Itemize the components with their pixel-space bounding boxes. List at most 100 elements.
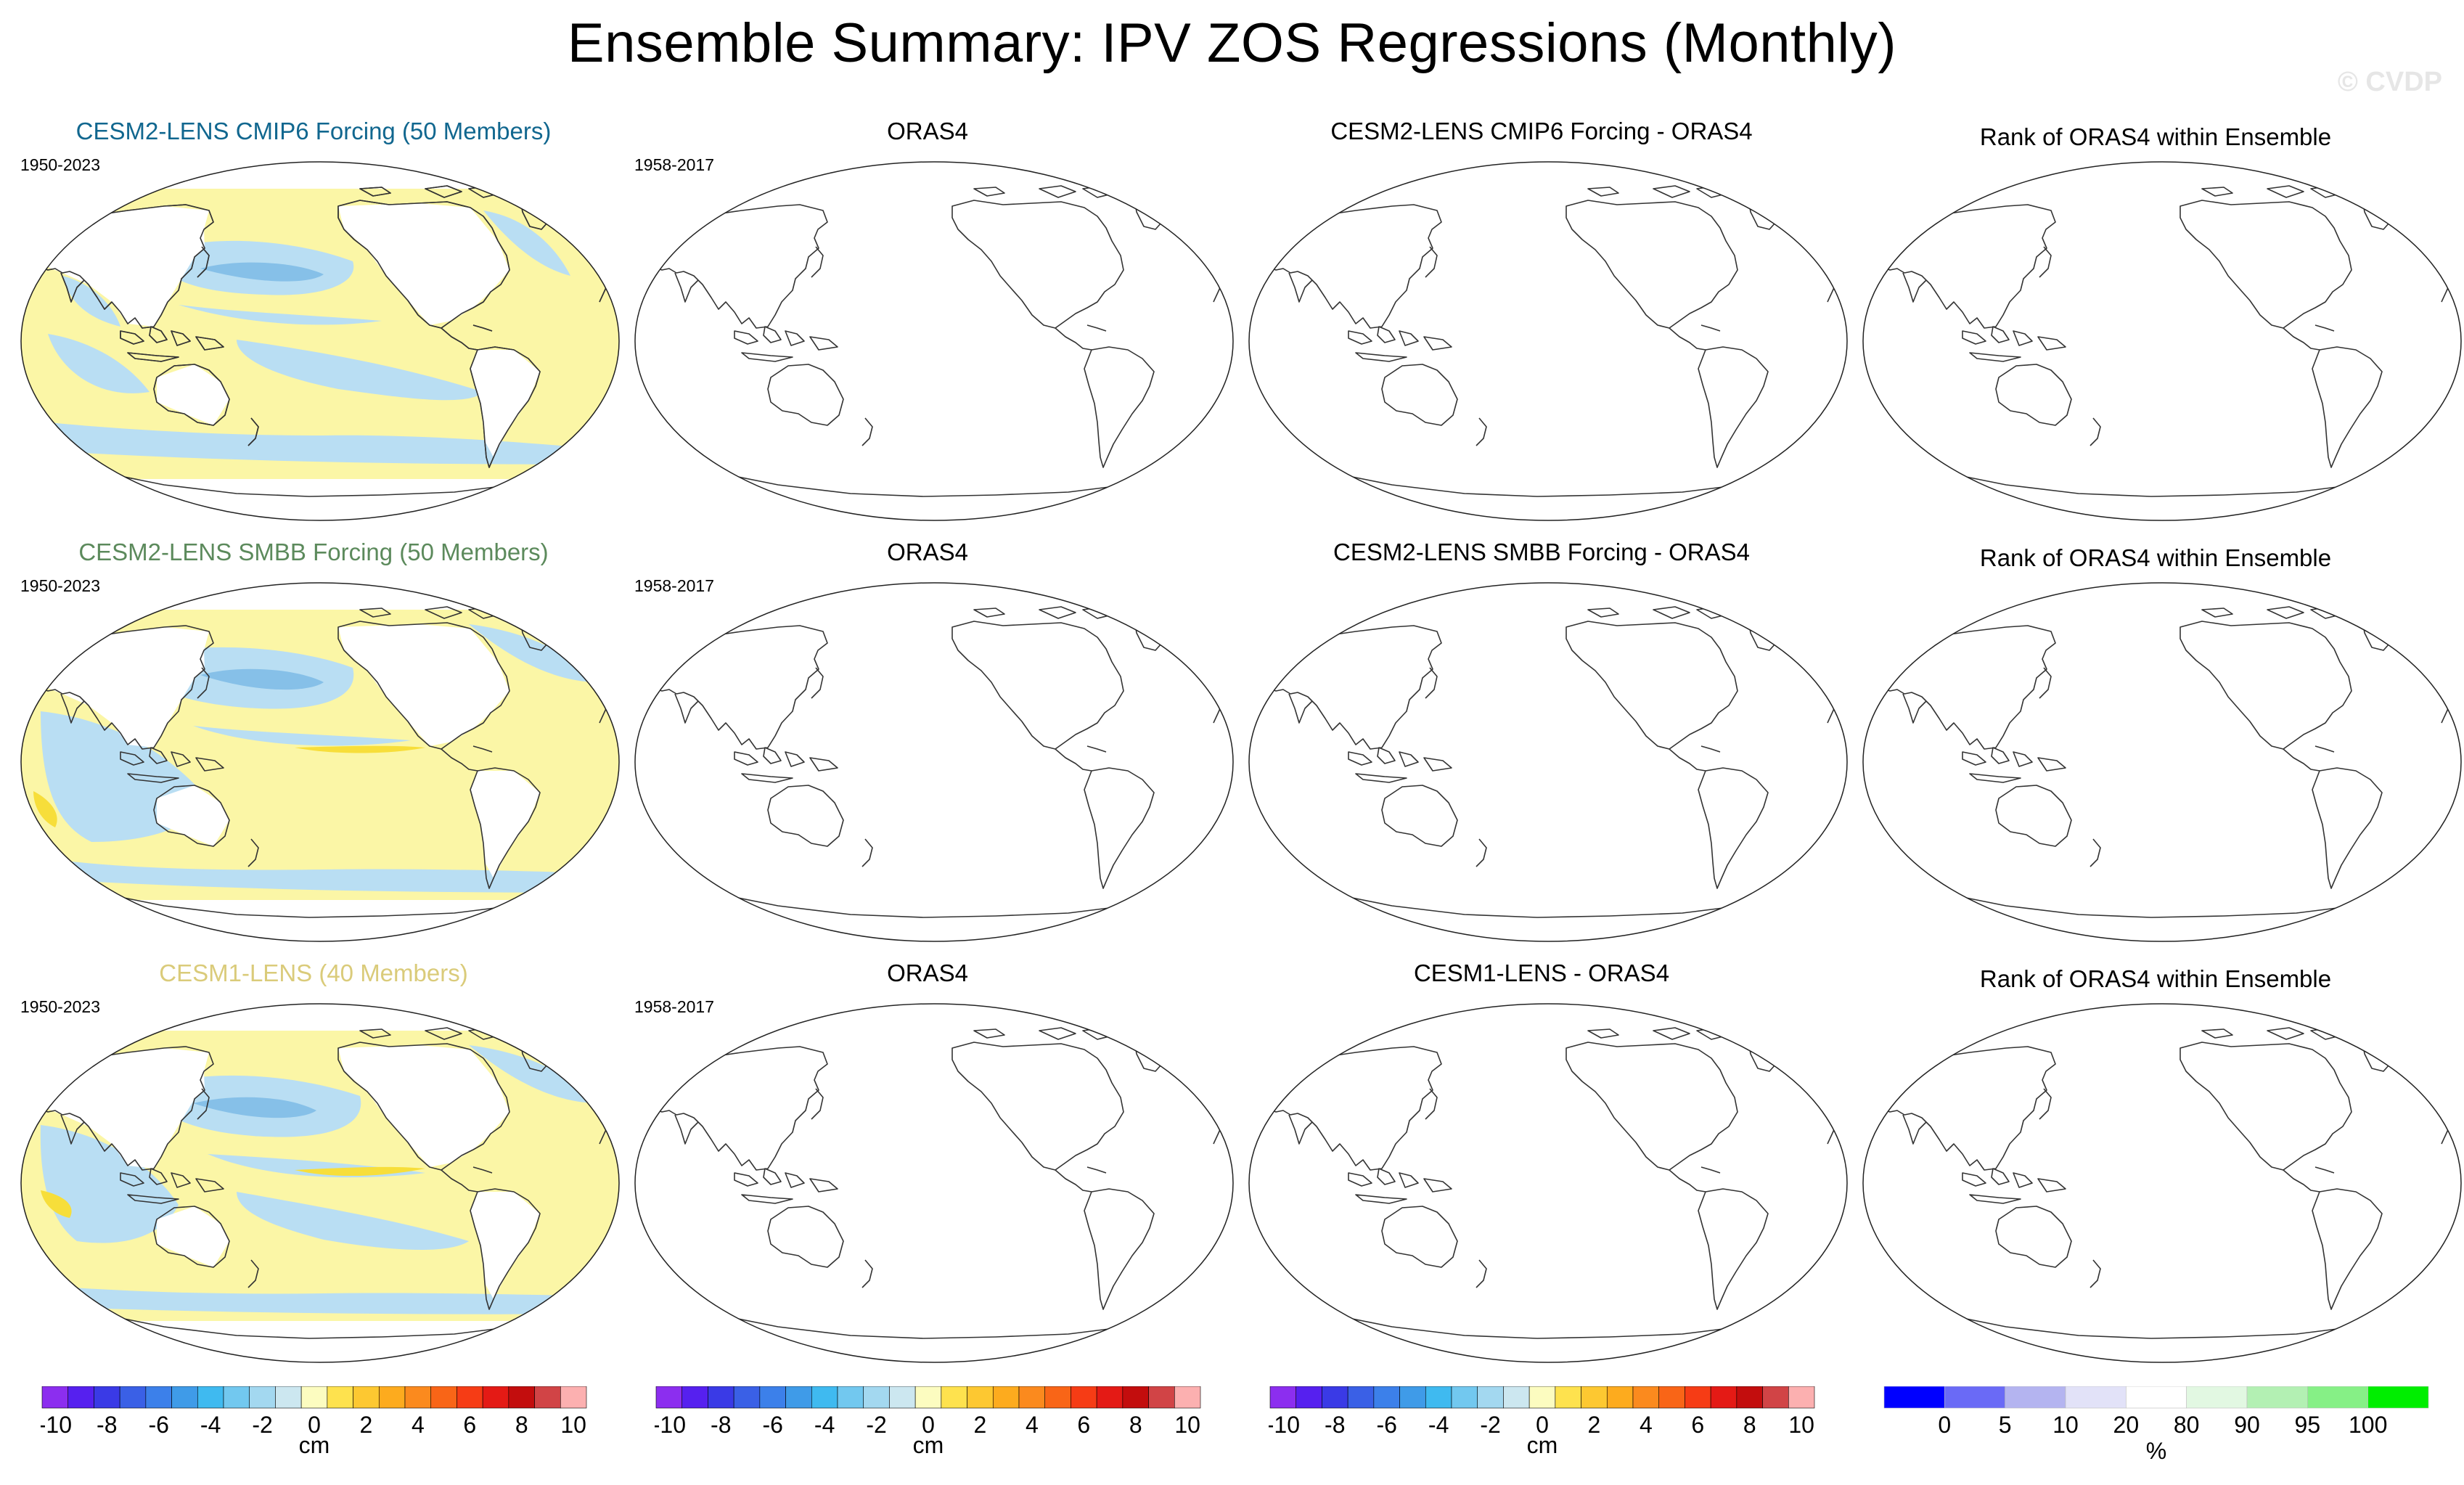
colorbar-box — [811, 1386, 838, 1409]
colorbar-box — [249, 1386, 276, 1409]
colorbar-box — [1373, 1386, 1400, 1409]
colorbar-box — [2307, 1386, 2368, 1409]
colorbar-box — [1528, 1386, 1556, 1409]
colorbar-svg: -10 -8 -6 -4 -2 0 2 4 6 8 10 cm — [655, 1386, 1201, 1458]
colorbar-tick-label: 0 — [922, 1412, 935, 1438]
rank-title: Rank of ORAS4 within Ensemble — [1979, 544, 2332, 571]
ensemble-years: 1950-2023 — [20, 155, 100, 174]
colorbar-box — [863, 1386, 890, 1409]
panel-obs-row2: ORAS4 1958-2017 — [623, 531, 1234, 945]
panel-diff-row3: CESM1-LENS - ORAS4 — [1237, 952, 1848, 1366]
colorbar-tick-label: -10 — [655, 1412, 686, 1438]
colorbar-tick-label: 4 — [1640, 1412, 1653, 1438]
colorbar-box — [1685, 1386, 1711, 1409]
ensemble-title: CESM2-LENS CMIP6 Forcing (50 Members) — [75, 118, 552, 144]
colorbar-box — [837, 1386, 864, 1409]
colorbar-tick-label: -6 — [1376, 1412, 1396, 1438]
colorbar-units: cm — [299, 1432, 330, 1458]
colorbar-box — [1788, 1386, 1815, 1409]
colorbar-box — [353, 1386, 380, 1409]
colorbar-tick-label: 100 — [2349, 1412, 2387, 1438]
colorbar-rank: 0 5 10 20 80 90 95 100% — [1883, 1386, 2434, 1473]
colorbar-box — [1477, 1386, 1504, 1409]
colorbar-box — [404, 1386, 432, 1409]
panel-obs-row1: ORAS4 1958-2017 — [623, 110, 1234, 524]
ensemble-map — [20, 1003, 620, 1363]
colorbar-box — [2065, 1386, 2127, 1409]
colorbar-tick-label: 10 — [2052, 1412, 2079, 1438]
rank-map — [1862, 161, 2462, 521]
ensemble-title: CESM2-LENS SMBB Forcing (50 Members) — [78, 539, 549, 565]
colorbar-tick-label: 4 — [1026, 1412, 1039, 1438]
colorbar-tick-label: 10 — [1788, 1412, 1814, 1438]
colorbar-box — [2005, 1386, 2066, 1409]
watermark: © CVDP — [2337, 67, 2442, 97]
colorbar-tick-label: 20 — [2113, 1412, 2140, 1438]
colorbar-box — [171, 1386, 198, 1409]
obs-title: ORAS4 — [887, 539, 968, 565]
colorbar-box — [1044, 1386, 1071, 1409]
rank-title: Rank of ORAS4 within Ensemble — [1979, 965, 2332, 992]
colorbar-tick-label: -4 — [814, 1412, 835, 1438]
panel-ensemble-row2: CESM2-LENS SMBB Forcing (50 Members) 195… — [9, 531, 620, 945]
colorbar-box — [2246, 1386, 2308, 1409]
colorbar-box — [682, 1386, 708, 1409]
obs-map — [634, 161, 1234, 521]
colorbar-box — [1018, 1386, 1046, 1409]
colorbar-box — [655, 1386, 683, 1409]
colorbar-tick-label: 90 — [2234, 1412, 2260, 1438]
colorbar-box — [992, 1386, 1020, 1409]
colorbar-units: cm — [1527, 1432, 1558, 1458]
colorbar-tick-label: -8 — [1325, 1412, 1345, 1438]
colorbar-svg: -10 -8 -6 -4 -2 0 2 4 6 8 10 cm — [41, 1386, 587, 1458]
colorbar-box — [275, 1386, 302, 1409]
colorbar-box — [223, 1386, 250, 1409]
colorbar-tick-label: -8 — [97, 1412, 117, 1438]
colorbar-tick-label: 8 — [1129, 1412, 1142, 1438]
panel-ensemble-row1: CESM2-LENS CMIP6 Forcing (50 Members) 19… — [9, 110, 620, 524]
colorbar-diff: -10 -8 -6 -4 -2 0 2 4 6 8 10 cm — [1269, 1386, 1820, 1473]
colorbar-box — [967, 1386, 994, 1409]
diff-title: CESM2-LENS SMBB Forcing - ORAS4 — [1333, 539, 1750, 565]
colorbar-tick-label: 6 — [1691, 1412, 1704, 1438]
ensemble-title: CESM1-LENS (40 Members) — [159, 960, 468, 986]
colorbar-box — [378, 1386, 406, 1409]
obs-years: 1958-2017 — [634, 576, 714, 595]
colorbar-box — [145, 1386, 172, 1409]
colorbar-box — [1503, 1386, 1530, 1409]
colorbar-box — [1555, 1386, 1581, 1409]
colorbar-box — [197, 1386, 224, 1409]
diff-map — [1248, 161, 1848, 521]
colorbar-box — [1399, 1386, 1426, 1409]
obs-title: ORAS4 — [887, 960, 968, 986]
colorbar-box — [759, 1386, 786, 1409]
colorbar-tick-label: -4 — [1428, 1412, 1449, 1438]
colorbar-tick-label: 0 — [308, 1412, 321, 1438]
colorbar-tick-label: -2 — [1480, 1412, 1500, 1438]
colorbar-svg: 0 5 10 20 80 90 95 100% — [1883, 1386, 2429, 1464]
colorbar-box — [1122, 1386, 1149, 1409]
colorbar-box — [560, 1386, 587, 1409]
rank-map — [1862, 1003, 2462, 1363]
colorbar-box — [534, 1386, 561, 1409]
colorbar-box — [1710, 1386, 1738, 1409]
colorbar-box — [1296, 1386, 1322, 1409]
colorbar-box — [67, 1386, 94, 1409]
colorbar-box — [1148, 1386, 1175, 1409]
obs-years: 1958-2017 — [634, 997, 714, 1016]
colorbar-tick-label: -6 — [762, 1412, 782, 1438]
colorbar-box — [2367, 1386, 2429, 1409]
colorbar-box — [1736, 1386, 1763, 1409]
colorbar-tick-label: -4 — [200, 1412, 221, 1438]
colorbar-box — [733, 1386, 761, 1409]
ensemble-years: 1950-2023 — [20, 576, 100, 595]
colorbar-box — [41, 1386, 69, 1409]
colorbar-tick-label: 10 — [560, 1412, 586, 1438]
colorbar-box — [914, 1386, 942, 1409]
colorbar-box — [1762, 1386, 1789, 1409]
colorbar-box — [430, 1386, 457, 1409]
diff-map — [1248, 1003, 1848, 1363]
colorbar-obs: -10 -8 -6 -4 -2 0 2 4 6 8 10 cm — [655, 1386, 1206, 1473]
obs-title: ORAS4 — [887, 118, 968, 144]
colorbar-units: cm — [913, 1432, 944, 1458]
